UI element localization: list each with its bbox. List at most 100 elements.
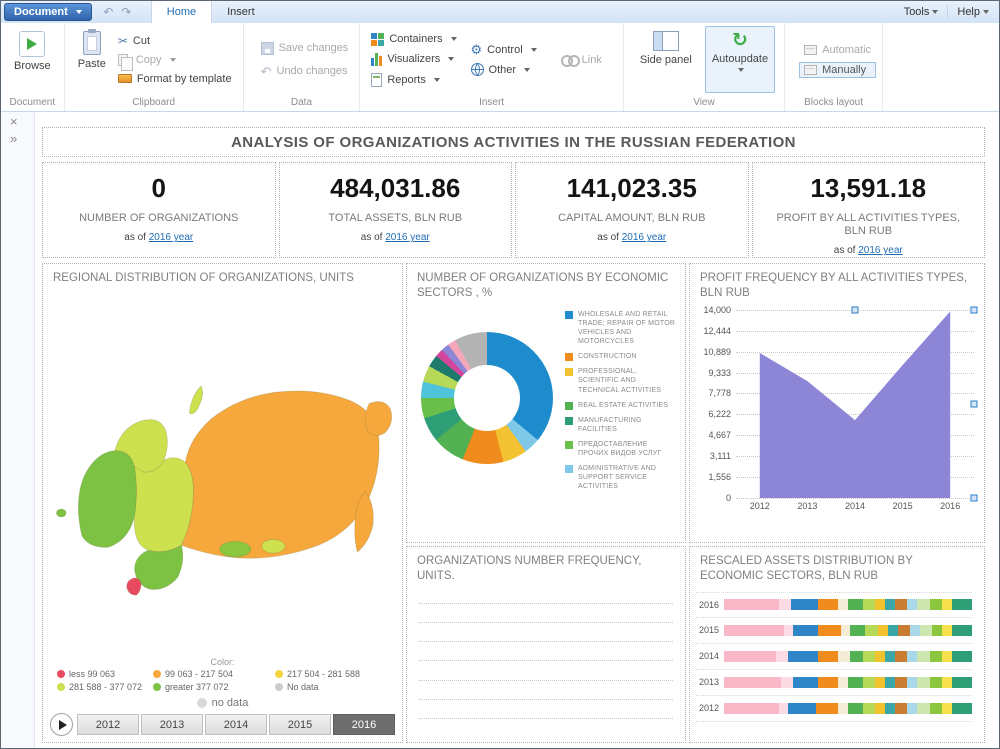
map-panel-title: REGIONAL DISTRIBUTION OF ORGANIZATIONS, … bbox=[53, 272, 354, 284]
gridline bbox=[736, 330, 974, 332]
ribbon: Browse Document Paste ✂ Cut Co bbox=[1, 23, 999, 112]
stacked-bar[interactable] bbox=[724, 650, 972, 662]
bar-segment bbox=[818, 650, 839, 662]
bar-segment bbox=[907, 676, 918, 688]
bar-segment bbox=[840, 624, 851, 636]
scissors-icon: ✂ bbox=[117, 33, 128, 48]
selection-handle[interactable] bbox=[970, 400, 978, 408]
year-link[interactable]: 2016 year bbox=[621, 232, 667, 244]
bar-row: 2015 bbox=[696, 618, 972, 644]
gridline bbox=[419, 602, 673, 604]
tab-insert[interactable]: Insert bbox=[227, 6, 255, 18]
chevron-down-icon bbox=[738, 68, 745, 73]
document-menu-button[interactable]: Document bbox=[4, 3, 92, 21]
bar-segment bbox=[793, 624, 819, 636]
copy-button[interactable]: Copy bbox=[113, 52, 237, 71]
stacked-bar[interactable] bbox=[724, 624, 972, 636]
bar-segment bbox=[865, 624, 878, 636]
bar-segment bbox=[929, 702, 943, 714]
save-icon bbox=[260, 41, 274, 55]
undo-changes-button[interactable]: ↶ Undo changes bbox=[256, 63, 354, 80]
visualizers-button[interactable]: Visualizers bbox=[366, 51, 461, 68]
year-link[interactable]: 2016 year bbox=[858, 245, 903, 257]
bar-segment bbox=[952, 650, 972, 662]
freq-panel: ORGANIZATIONS NUMBER FREQUENCY, UNITS. bbox=[406, 546, 686, 743]
gridline bbox=[736, 351, 974, 353]
y-tick-label: 1,556 bbox=[708, 471, 731, 482]
link-icon bbox=[560, 55, 580, 67]
dashboard: ANALYSIS OF ORGANIZATIONS ACTIVITIES IN … bbox=[35, 112, 999, 748]
stacked-bar[interactable] bbox=[724, 676, 972, 688]
group-label-document: Document bbox=[9, 97, 56, 108]
year-link[interactable]: 2016 year bbox=[385, 232, 430, 244]
other-button[interactable]: Other bbox=[466, 61, 542, 78]
tab-home[interactable]: Home bbox=[150, 1, 213, 23]
year-button-2015[interactable]: 2015 bbox=[269, 714, 331, 735]
selection-handle[interactable] bbox=[851, 306, 859, 314]
chevron-down-icon bbox=[524, 67, 531, 72]
stacked-bar-chart[interactable]: 2016 2015 2014 2013 2012 bbox=[696, 591, 972, 722]
group-label-insert: Insert bbox=[479, 97, 505, 108]
kpi-card-capital-amount: 141,023.35 CAPITAL AMOUNT, BLN RUB as of… bbox=[515, 162, 749, 258]
globe-icon bbox=[470, 63, 484, 76]
year-button-2016[interactable]: 2016 bbox=[333, 714, 395, 735]
bar-segment bbox=[952, 702, 972, 714]
bar-row: 2016 bbox=[696, 591, 972, 618]
ribbon-spacer bbox=[883, 23, 999, 111]
kpi-asof: as of 2016 year bbox=[597, 232, 667, 244]
x-axis: 2012 2013 2014 2015 2016 bbox=[736, 501, 974, 515]
assets-panel: RESCALED ASSETS DISTRIBUTION BY ECONOMIC… bbox=[689, 546, 985, 743]
containers-button[interactable]: Containers bbox=[366, 31, 461, 48]
undo-icon: ↶ bbox=[260, 63, 272, 79]
autoupdate-button[interactable]: ↻ Autoupdate bbox=[704, 26, 776, 93]
bar-segment bbox=[850, 650, 863, 662]
selection-handle[interactable] bbox=[970, 494, 978, 502]
close-icon[interactable]: × bbox=[10, 114, 18, 129]
save-changes-button[interactable]: Save changes bbox=[256, 40, 354, 57]
year-button-2012[interactable]: 2012 bbox=[77, 714, 139, 735]
legend-color-square bbox=[565, 310, 573, 319]
titlebar: Document ↶ ↷ Home Insert Tools Help bbox=[1, 1, 999, 23]
donut-chart[interactable] bbox=[421, 331, 553, 464]
control-button[interactable]: ⚙ Control bbox=[466, 41, 542, 58]
russia-map[interactable] bbox=[54, 345, 392, 601]
paste-button[interactable]: Paste bbox=[71, 26, 113, 93]
visualizers-icon bbox=[371, 52, 383, 66]
year-button-2014[interactable]: 2014 bbox=[205, 714, 267, 735]
bar-segment bbox=[917, 599, 930, 611]
help-menu[interactable]: Help bbox=[957, 6, 989, 18]
browse-button[interactable]: Browse bbox=[7, 26, 58, 93]
legend-color-dot bbox=[153, 683, 161, 691]
bar-segment bbox=[952, 676, 972, 688]
area-chart[interactable] bbox=[736, 306, 978, 502]
kpi-card-profit: 13,591.18 PROFIT BY ALL ACTIVITIES TYPES… bbox=[751, 162, 985, 258]
cut-button[interactable]: ✂ Cut bbox=[113, 33, 237, 49]
ribbon-group-blocks-layout: Automatic Manually Blocks layout bbox=[785, 23, 884, 111]
play-button[interactable] bbox=[50, 713, 73, 736]
main-body: × » ANALYSIS OF ORGANIZATIONS ACTIVITIES… bbox=[1, 112, 999, 748]
undo-button[interactable]: ↶ bbox=[103, 4, 114, 19]
chevron-down-icon bbox=[433, 77, 440, 82]
selection-handle[interactable] bbox=[970, 306, 978, 314]
expand-panel-icon[interactable]: » bbox=[10, 131, 18, 146]
bar-segment bbox=[781, 676, 794, 688]
side-panel-button[interactable]: Side panel bbox=[633, 26, 699, 93]
kpi-label: PROFIT BY ALL ACTIVITIES TYPES, BLN RUB bbox=[776, 212, 961, 238]
dashboard-title-block: ANALYSIS OF ORGANIZATIONS ACTIVITIES IN … bbox=[42, 127, 985, 157]
kpi-label: NUMBER OF ORGANIZATIONS bbox=[79, 212, 239, 224]
tools-menu[interactable]: Tools bbox=[904, 6, 939, 18]
stacked-bar[interactable] bbox=[724, 702, 972, 714]
right-column: PROFIT FREQUENCY BY ALL ACTIVITIES TYPES… bbox=[689, 263, 985, 743]
automatic-layout-button[interactable]: Automatic bbox=[799, 42, 876, 58]
redo-button[interactable]: ↷ bbox=[121, 4, 132, 19]
titlebar-right-menus: Tools Help bbox=[904, 1, 999, 23]
year-link[interactable]: 2016 year bbox=[148, 232, 194, 244]
gridline bbox=[736, 414, 974, 416]
manually-layout-button[interactable]: Manually bbox=[799, 61, 877, 78]
link-button[interactable]: Link bbox=[556, 52, 607, 68]
stacked-bar[interactable] bbox=[724, 599, 972, 611]
format-by-template-button[interactable]: Format by template bbox=[113, 71, 237, 87]
reports-button[interactable]: Reports bbox=[366, 71, 461, 89]
year-button-2013[interactable]: 2013 bbox=[141, 714, 203, 735]
left-rail: × » bbox=[1, 112, 35, 748]
